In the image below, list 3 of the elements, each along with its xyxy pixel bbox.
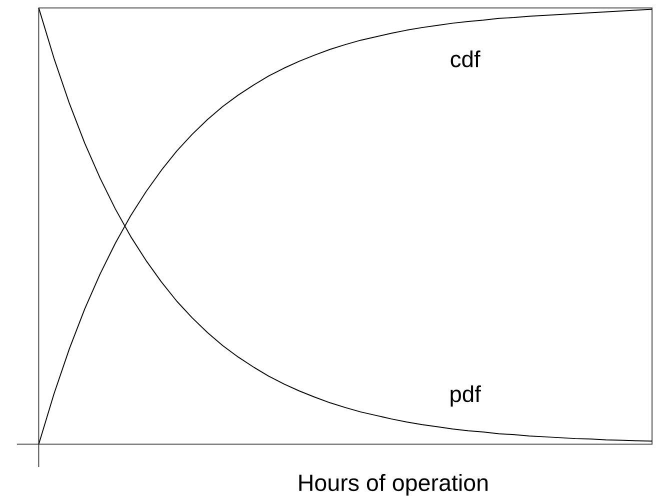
series-label: pdf — [450, 386, 481, 407]
x-axis-title: Hours of operation — [299, 474, 488, 496]
series-label: cdf — [450, 50, 480, 68]
